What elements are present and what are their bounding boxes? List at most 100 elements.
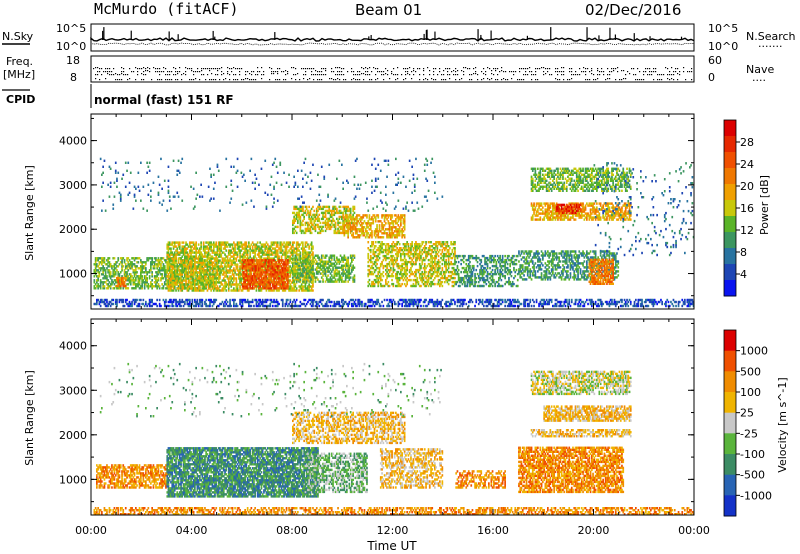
freq-dot — [467, 68, 468, 69]
freq-dot — [417, 68, 418, 69]
freq-dot — [335, 79, 336, 80]
freq-dot — [639, 71, 640, 72]
heatmap-cell — [251, 305, 253, 307]
freq-dot — [645, 71, 646, 72]
freq-dot — [367, 68, 368, 69]
freq-dot — [329, 78, 330, 79]
freq-dot — [405, 78, 406, 79]
heatmap-cell — [100, 305, 102, 307]
freq-dot — [655, 71, 656, 72]
freq-dot — [137, 71, 138, 72]
freq-dot — [295, 74, 296, 75]
heatmap-cell — [472, 301, 474, 303]
freq-dot — [613, 70, 614, 71]
freq-panel: Freq. [MHz] 18 8 60 0 Nave ···· — [3, 54, 774, 87]
freq-dot — [323, 74, 324, 75]
heatmap-cell — [124, 259, 126, 261]
freq-dot — [185, 67, 186, 68]
freq-dot — [215, 74, 216, 75]
freq-dot — [263, 74, 264, 75]
freq-dot — [501, 70, 502, 71]
freq-dot — [113, 74, 114, 75]
freq-dot — [351, 68, 352, 69]
freq-dot — [231, 71, 232, 72]
freq-dot — [585, 74, 586, 75]
freq-dot — [177, 71, 178, 72]
freq-dot — [611, 71, 612, 72]
heatmap-cell — [145, 301, 147, 303]
freq-dot — [503, 71, 504, 72]
freq-dot — [143, 79, 144, 80]
freq-dot — [469, 79, 470, 80]
freq-dot — [677, 79, 678, 80]
freq-dot — [169, 71, 170, 72]
freq-dot — [601, 71, 602, 72]
heatmap-cell — [454, 301, 456, 303]
freq-dot — [261, 67, 262, 68]
freq-dot — [599, 74, 600, 75]
freq-dot — [677, 68, 678, 69]
heatmap-cell — [399, 303, 401, 305]
freq-dot — [555, 78, 556, 79]
freq-dot — [397, 67, 398, 68]
freq-dot — [425, 78, 426, 79]
freq-dot — [239, 71, 240, 72]
heatmap-cell — [296, 280, 298, 282]
heatmap-cell — [302, 274, 304, 276]
freq-dot — [537, 79, 538, 80]
freq-dot — [207, 74, 208, 75]
heatmap-cell — [602, 303, 604, 305]
freq-dot — [519, 68, 520, 69]
heatmap-cell — [475, 299, 477, 301]
heatmap-cell — [361, 301, 363, 303]
freq-dot — [363, 68, 364, 69]
freq-dot — [281, 71, 282, 72]
freq-dot — [189, 79, 190, 80]
power-panel: 1000200030004000 Slant Range [km] 481216… — [23, 114, 771, 309]
freq-dot — [597, 68, 598, 69]
heatmap-cell — [179, 241, 181, 243]
freq-dot — [287, 73, 288, 74]
freq-dot — [217, 74, 218, 75]
freq-dot — [587, 68, 588, 69]
heatmap-cell — [170, 247, 172, 249]
date-title: 02/Dec/2016 — [585, 1, 681, 19]
heatmap-cell — [355, 299, 357, 301]
freq-dot — [173, 67, 174, 68]
freq-dot — [383, 74, 384, 75]
freq-dot — [483, 73, 484, 74]
freq-dot — [529, 67, 530, 68]
freq-dot — [271, 73, 272, 74]
heatmap-cell — [136, 299, 138, 301]
freq-dot — [491, 70, 492, 71]
heatmap-cell — [104, 257, 106, 259]
freq-dot — [475, 71, 476, 72]
freq-dot — [253, 79, 254, 80]
freq-dot — [577, 74, 578, 75]
freq-dot — [413, 74, 414, 75]
freq-dot — [611, 68, 612, 69]
freq-dot — [507, 79, 508, 80]
freq-dot — [109, 74, 110, 75]
freq-dot — [163, 71, 164, 72]
freq-dot — [353, 78, 354, 79]
freq-dot — [383, 71, 384, 72]
freq-dot — [395, 74, 396, 75]
freq-dot — [651, 74, 652, 75]
freq-dot — [191, 68, 192, 69]
heatmap-cell — [143, 299, 145, 301]
freq-dot — [175, 71, 176, 72]
freq-dot — [209, 68, 210, 69]
freq-dot — [617, 71, 618, 72]
freq-dot — [335, 74, 336, 75]
freq-dot — [563, 67, 564, 68]
freq-dot — [305, 74, 306, 75]
freq-dot — [609, 71, 610, 72]
heatmap-cell — [635, 299, 637, 301]
heatmap-cell — [287, 273, 289, 275]
freq-dot — [463, 71, 464, 72]
freq-dot — [369, 79, 370, 80]
freq-dot — [547, 68, 548, 69]
freq-dot — [201, 70, 202, 71]
freq-dot — [223, 79, 224, 80]
